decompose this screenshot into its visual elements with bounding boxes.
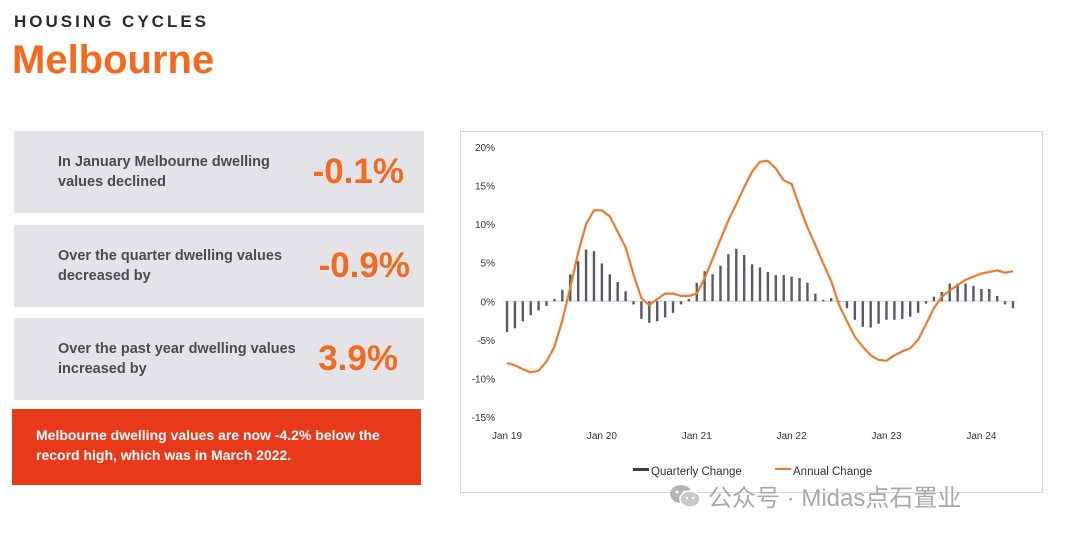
quarterly-change-bar <box>545 301 548 306</box>
quarterly-change-bar <box>1011 301 1015 309</box>
watermark-text: 公众号 · Midas点石置业 <box>708 485 962 512</box>
housing-chart: 20% 15% 10% 5% 0% -5% -10% -15% Jan 19 Jan 20 Jan … <box>460 131 1043 493</box>
quarterly-change-bar <box>742 255 746 302</box>
quarterly-change-bar <box>735 248 738 302</box>
quarterly-change-bar <box>600 263 604 302</box>
section-eyebrow: HOUSING CYCLES <box>14 12 210 31</box>
stat-card-monthly-value: -0.1% <box>312 152 404 191</box>
quarterly-change-bar <box>576 261 580 302</box>
record-high-banner: Melbourne dwelling values are now -4.2% … <box>12 409 421 485</box>
quarterly-change-bar <box>513 301 517 329</box>
y-tick-label: -15% <box>472 413 495 424</box>
stat-card-annual-value: 3.9% <box>318 339 398 378</box>
x-tick-label: Jan 24 <box>966 431 996 442</box>
quarterly-change-bar <box>719 265 722 302</box>
quarterly-change-bar <box>956 283 959 302</box>
stat-card-annual-label: Over the past year dwelling values incre… <box>58 341 296 377</box>
legend-quarterly-swatch <box>633 468 649 471</box>
quarterly-change-bar <box>814 293 817 302</box>
quarterly-change-bar <box>553 298 556 302</box>
quarterly-change-bar <box>924 301 928 304</box>
annual-change-line <box>506 159 1014 374</box>
y-tick-label: 10% <box>475 220 495 231</box>
quarterly-change-bar <box>932 296 936 302</box>
quarterly-change-bar <box>909 301 912 317</box>
watermark: 公众号 · Midas点石置业 <box>668 478 961 513</box>
y-tick-label: 5% <box>481 259 496 270</box>
page-title: Melbourne <box>12 38 215 82</box>
quarterly-change-bar <box>806 282 809 302</box>
x-tick-label: Jan 22 <box>777 431 807 442</box>
y-tick-label: 15% <box>475 182 495 193</box>
quarterly-change-bar <box>869 301 872 328</box>
legend-annual-label: Annual Change <box>793 466 872 478</box>
y-tick-label: -10% <box>472 374 495 385</box>
quarterly-change-bar <box>822 299 825 302</box>
quarterly-change-bar <box>893 301 896 320</box>
quarterly-change-bar <box>988 288 991 302</box>
quarterly-change-bar <box>790 276 793 302</box>
stat-card-quarterly-value: -0.9% <box>318 246 410 285</box>
x-tick-label: Jan 20 <box>587 431 617 442</box>
quarterly-change-bar <box>901 301 904 320</box>
wechat-icon <box>670 484 701 508</box>
quarterly-change-bar <box>711 274 714 302</box>
quarterly-change-bar <box>608 274 611 302</box>
quarterly-change-bar <box>703 271 706 302</box>
quarterly-change-bar <box>885 301 888 320</box>
quarterly-change-bar <box>798 278 801 302</box>
quarterly-change-bar <box>640 301 643 320</box>
quarterly-change-bar <box>774 275 778 302</box>
quarterly-change-bar <box>861 301 864 327</box>
quarterly-change-bar <box>727 254 730 302</box>
quarterly-change-bar <box>687 298 691 302</box>
x-tick-label: Jan 19 <box>492 431 522 442</box>
quarterly-change-bar <box>829 298 833 302</box>
quarterly-change-bar <box>616 282 619 302</box>
quarterly-change-bar <box>980 288 983 302</box>
record-high-banner-text: Melbourne dwelling values are now -4.2% … <box>36 427 380 463</box>
quarterly-change-bar <box>656 301 659 322</box>
quarterly-change-bar <box>964 283 967 302</box>
quarterly-change-bar <box>505 301 509 333</box>
quarterly-change-bar <box>521 301 525 322</box>
quarterly-change-bar <box>766 271 770 302</box>
quarterly-change-bar <box>853 301 857 320</box>
quarterly-change-bar <box>624 291 627 302</box>
quarterly-change-bar <box>845 301 849 309</box>
quarterly-change-bar <box>663 301 667 318</box>
quarterly-change-bar <box>537 301 540 311</box>
stat-card-quarterly: Over the quarter dwelling values decreas… <box>14 225 424 307</box>
legend-quarterly-label: Quarterly Change <box>651 466 742 478</box>
stat-card-monthly: In January Melbourne dwelling values dec… <box>14 131 424 213</box>
x-tick-label: Jan 21 <box>682 431 712 442</box>
quarterly-change-bar <box>995 295 999 302</box>
x-tick-label: Jan 23 <box>871 431 901 442</box>
quarterly-change-bar <box>758 267 762 302</box>
y-tick-label: -5% <box>477 336 495 347</box>
quarterly-change-bar <box>671 301 675 313</box>
y-tick-label: 20% <box>475 143 495 154</box>
quarterly-change-bar <box>529 301 532 316</box>
housing-chart-svg: 20% 15% 10% 5% 0% -5% -10% -15% Jan 19 Jan 20 Jan … <box>472 143 1017 478</box>
quarterly-change-bar <box>782 275 785 302</box>
quarterly-change-bar <box>877 301 880 324</box>
quarterly-change-bar <box>592 251 596 302</box>
quarterly-change-bar <box>561 289 564 302</box>
quarterly-change-bar <box>916 301 920 313</box>
stat-card-annual: Over the past year dwelling values incre… <box>14 318 424 400</box>
y-tick-label: 0% <box>481 297 496 308</box>
quarterly-change-bar <box>648 301 651 323</box>
stat-card-monthly-label: In January Melbourne dwelling values dec… <box>58 154 270 190</box>
quarterly-change-bar <box>679 301 683 305</box>
quarterly-change-bar <box>948 283 951 302</box>
quarterly-change-bar <box>1003 301 1007 305</box>
quarterly-change-bar <box>750 264 754 302</box>
quarterly-change-bar <box>584 249 588 302</box>
quarterly-change-bar <box>972 285 975 302</box>
stat-card-quarterly-label: Over the quarter dwelling values decreas… <box>58 248 283 284</box>
quarterly-change-bar <box>632 301 635 305</box>
